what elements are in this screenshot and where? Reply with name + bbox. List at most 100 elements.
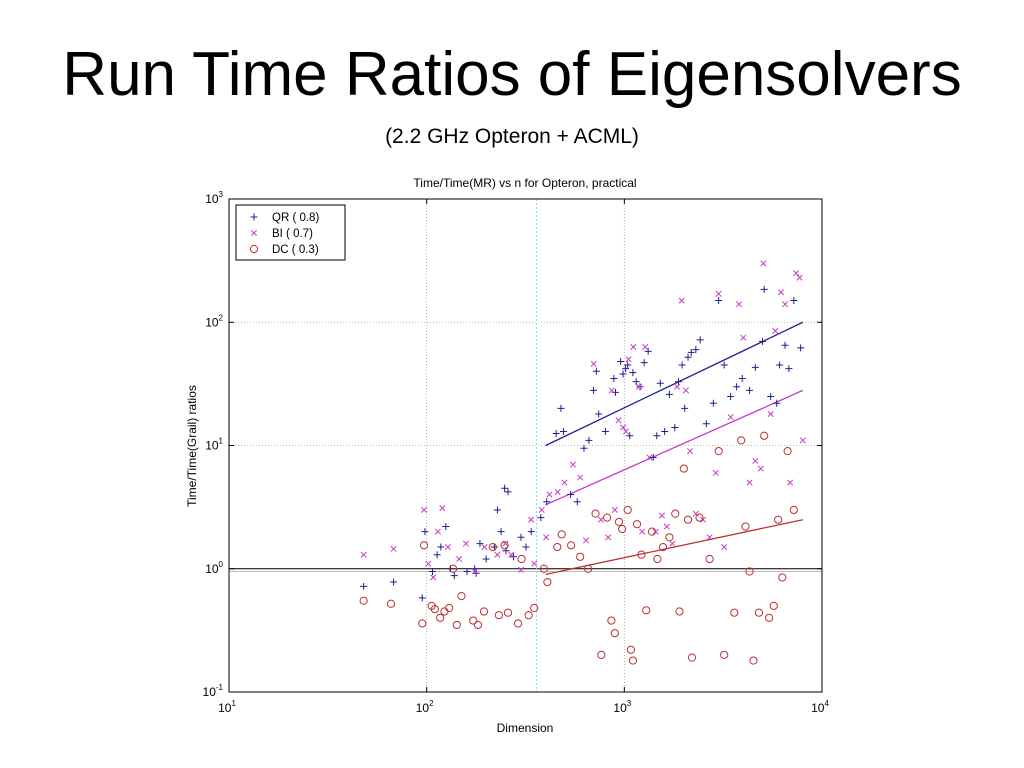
data-point-bi	[721, 543, 728, 551]
data-point-dc	[576, 552, 585, 561]
data-point-bi	[608, 387, 615, 394]
data-point-qr	[681, 404, 689, 412]
data-point-qr	[632, 378, 640, 386]
data-point-qr	[437, 543, 445, 551]
data-point-bi	[554, 488, 561, 495]
data-point-qr	[595, 410, 603, 418]
data-point-dc	[610, 629, 619, 638]
data-point-qr	[656, 379, 664, 387]
data-point-dc	[500, 541, 509, 550]
data-point-dc	[705, 554, 714, 564]
data-point-dc	[626, 645, 636, 654]
data-point-qr	[428, 567, 436, 575]
data-point-qr	[733, 383, 741, 391]
data-point-dc	[567, 541, 576, 550]
series-dc	[359, 431, 798, 665]
data-point-qr	[501, 484, 509, 492]
data-point-bi	[781, 301, 789, 308]
data-point-dc	[448, 564, 458, 573]
data-point-dc	[530, 603, 539, 613]
data-point-dc	[665, 533, 674, 542]
data-point-qr	[629, 369, 637, 377]
data-point-dc	[597, 650, 606, 659]
data-point-qr	[497, 528, 505, 536]
data-point-bi	[630, 343, 637, 351]
data-point-bi	[543, 534, 550, 541]
data-point-dc	[614, 517, 624, 526]
data-point-qr	[671, 423, 679, 431]
data-point-dc	[720, 650, 729, 659]
data-point-dc	[513, 619, 523, 628]
data-point-dc	[602, 513, 612, 522]
data-point-bi	[674, 383, 681, 390]
data-point-qr	[684, 353, 692, 361]
fit-line-qr	[545, 321, 804, 447]
data-point-bi	[508, 551, 515, 558]
data-point-qr	[709, 399, 717, 407]
data-point-qr	[781, 341, 789, 349]
data-point-qr	[559, 427, 567, 435]
axis-ticks: 101 102 103 104 10-1 100 101 102 103	[203, 190, 830, 715]
data-point-qr	[390, 578, 398, 586]
data-point-bi	[646, 454, 653, 461]
data-point-qr	[622, 365, 630, 373]
data-point-bi	[767, 410, 774, 418]
data-point-dc	[436, 613, 445, 622]
data-point-qr	[360, 582, 368, 590]
data-point-dc	[445, 603, 454, 613]
data-point-qr	[675, 378, 683, 386]
data-point-bi	[569, 461, 577, 468]
data-point-qr	[476, 540, 484, 548]
data-point-dc	[584, 564, 593, 573]
data-point-bi	[727, 414, 734, 421]
data-point-bi	[471, 568, 478, 575]
data-point-bi	[777, 289, 785, 296]
data-point-dc	[479, 607, 489, 616]
x-tick-label: 104	[811, 699, 829, 715]
legend-marker-bi	[250, 229, 258, 237]
data-point-dc	[632, 520, 642, 529]
data-point-dc	[745, 567, 754, 576]
data-point-qr	[661, 427, 669, 435]
data-point-qr	[624, 361, 632, 369]
data-point-dc	[769, 601, 778, 610]
data-point-dc	[618, 524, 627, 534]
data-point-qr	[636, 383, 644, 391]
data-point-dc	[452, 620, 461, 630]
data-point-bi	[772, 327, 779, 335]
data-point-qr	[640, 359, 648, 367]
data-point-bi	[425, 560, 432, 567]
data-point-qr	[649, 453, 657, 461]
legend-marker-qr	[250, 213, 258, 221]
y-tick-label: 102	[205, 313, 223, 329]
data-point-bi	[663, 523, 670, 530]
data-point-qr	[776, 361, 784, 369]
grid-lines	[229, 199, 822, 692]
data-point-qr	[702, 420, 710, 428]
data-point-bi	[682, 387, 690, 394]
data-point-bi	[528, 516, 535, 523]
data-point-qr	[692, 346, 700, 354]
x-axis-label: Dimension	[497, 721, 554, 735]
data-point-bi	[611, 506, 618, 513]
data-point-qr	[678, 361, 686, 369]
data-point-qr	[720, 361, 728, 369]
data-point-qr	[758, 337, 766, 345]
slide-subtitle: (2.2 GHz Opteron + ACML)	[385, 125, 639, 148]
data-point-qr	[537, 514, 545, 522]
y-tick-label: 103	[205, 190, 223, 206]
data-point-qr	[557, 404, 565, 412]
data-point-dc	[714, 447, 723, 456]
data-point-bi	[615, 417, 622, 424]
slide-title: Run Time Ratios of Eigensolvers	[62, 40, 962, 109]
data-point-dc	[783, 447, 792, 456]
data-point-qr	[433, 551, 441, 559]
data-point-dc	[760, 431, 769, 440]
data-point-bi	[531, 560, 538, 567]
data-point-qr	[665, 390, 673, 398]
data-point-bi	[590, 360, 597, 367]
data-point-bi	[605, 534, 612, 541]
data-point-bi	[686, 448, 694, 455]
data-point-dc	[524, 611, 533, 620]
data-point-bi	[622, 428, 630, 435]
